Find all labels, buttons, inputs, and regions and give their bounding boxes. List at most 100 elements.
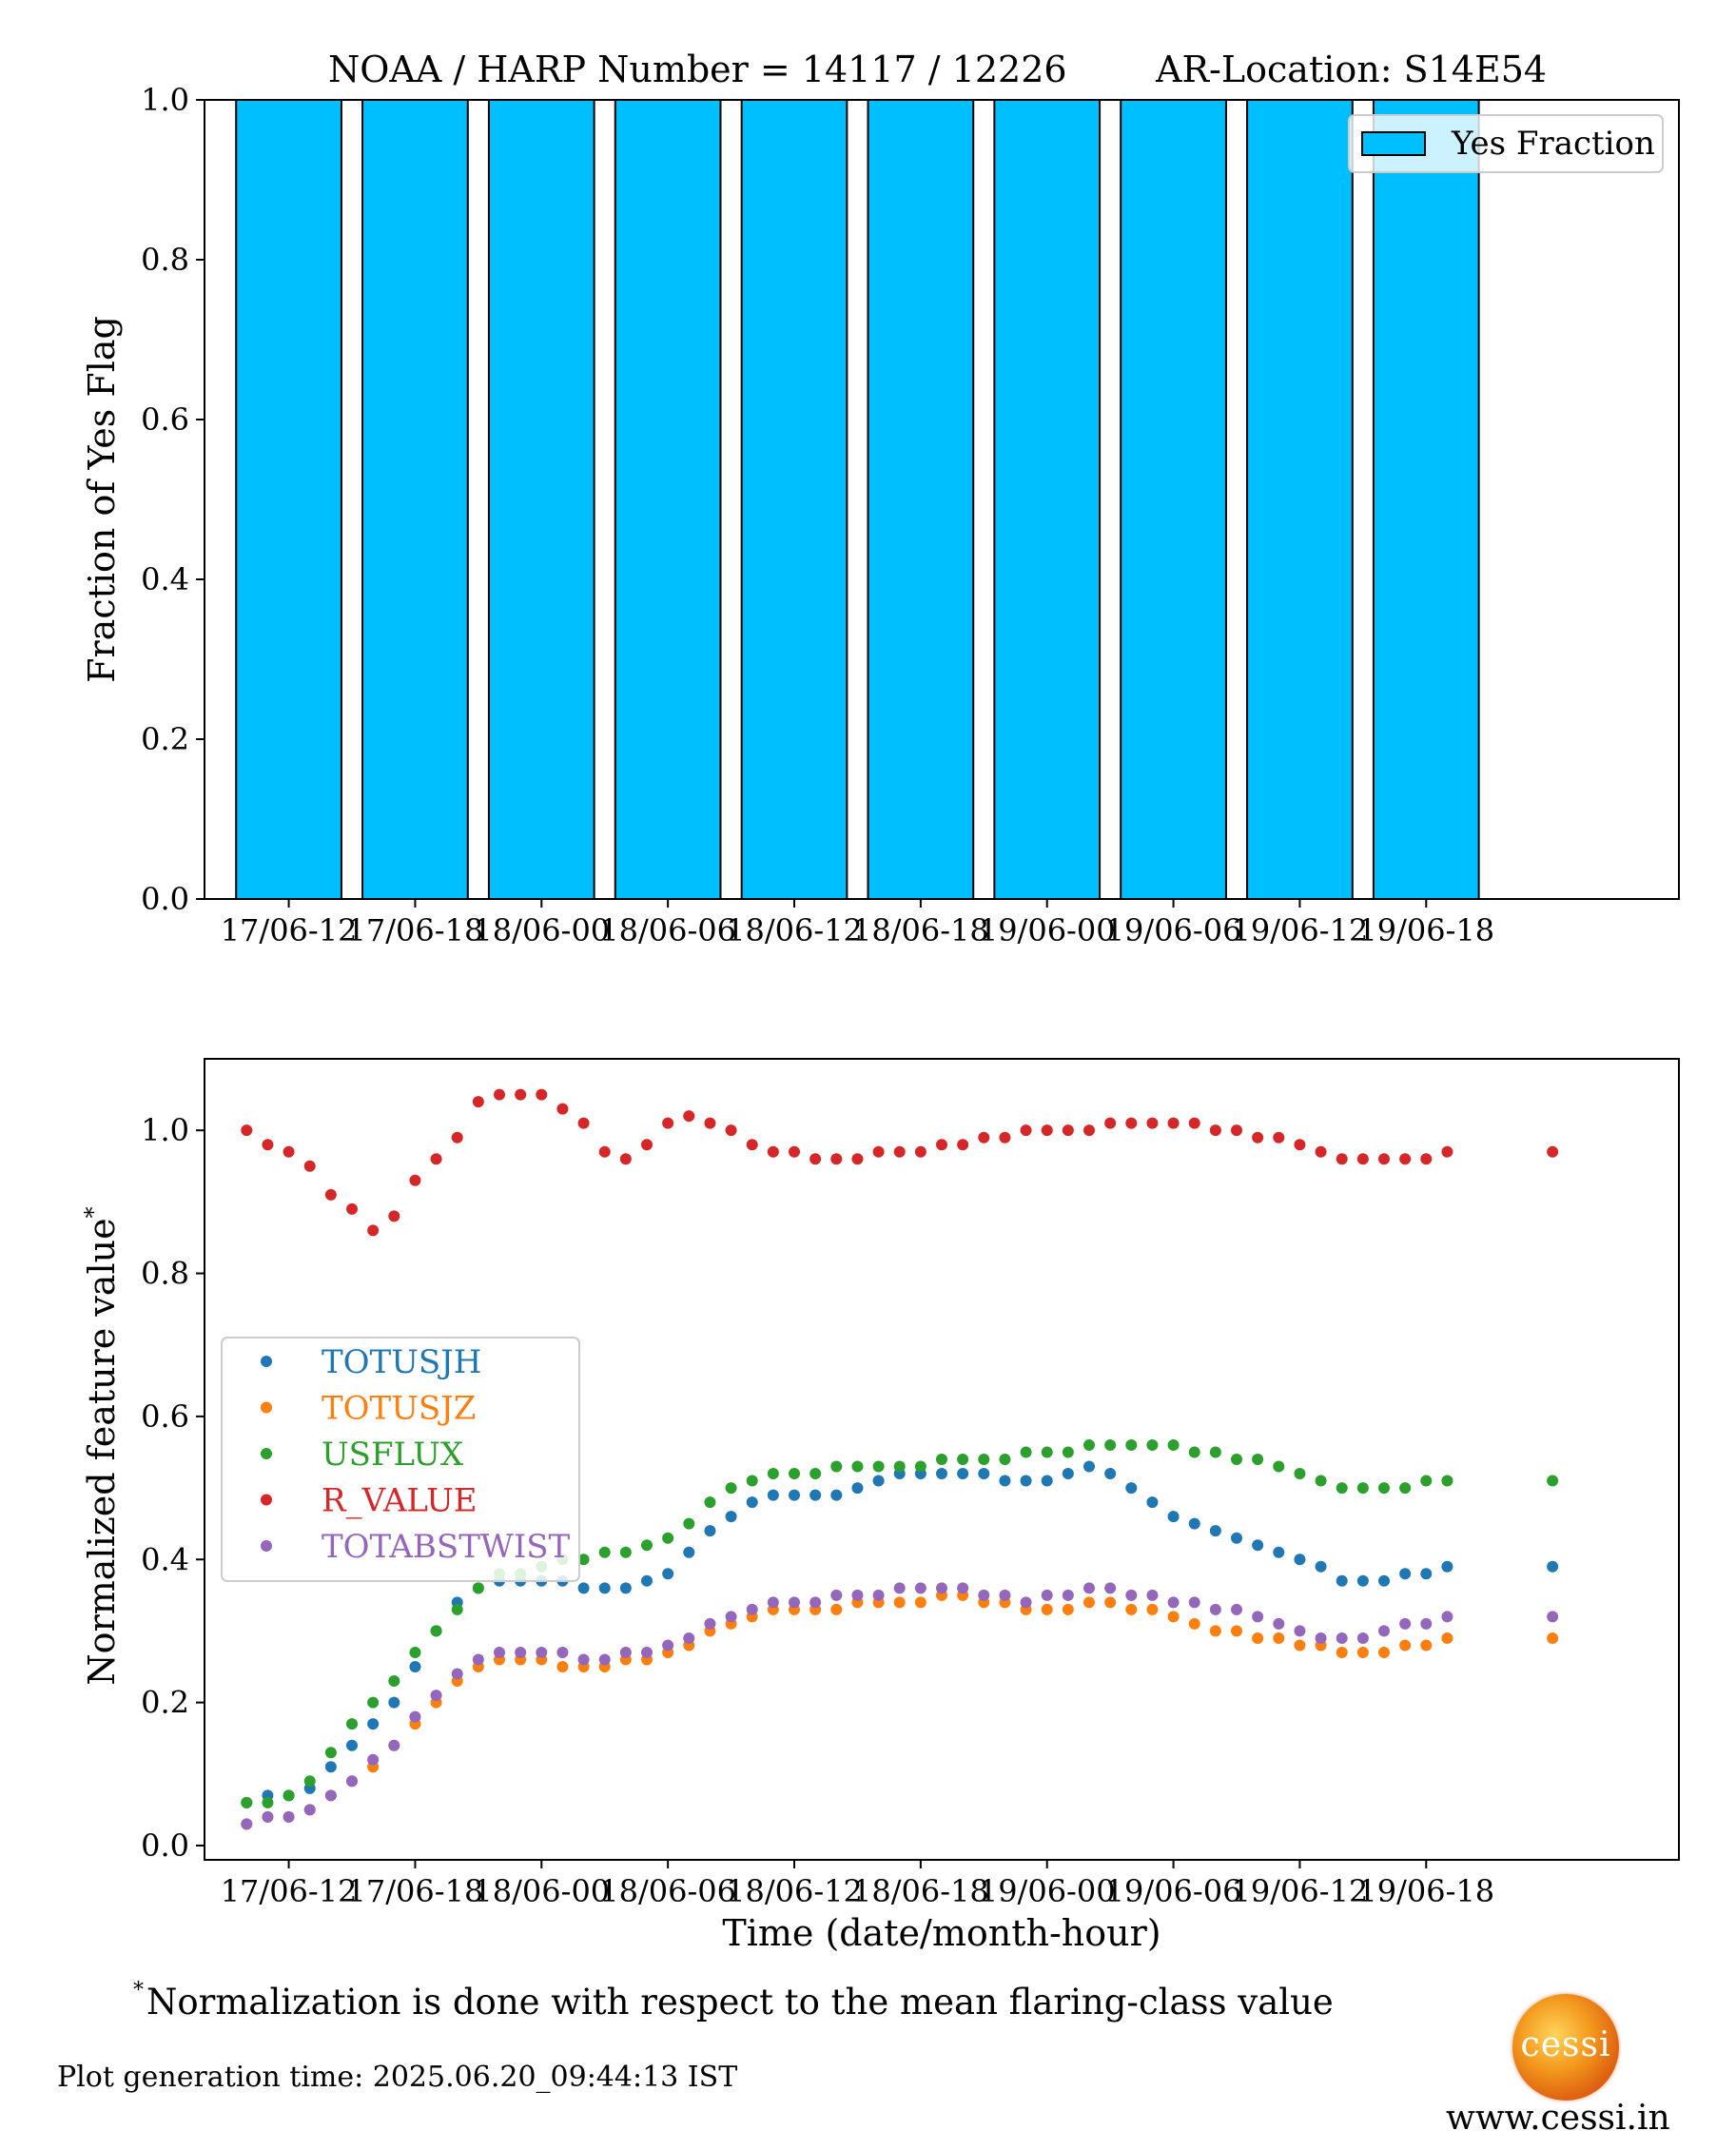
point-usflux: [1399, 1482, 1412, 1495]
point-totusjh: [704, 1525, 716, 1537]
point-totabstwist: [1547, 1611, 1559, 1623]
point-r_value: [851, 1153, 864, 1165]
point-r_value: [1209, 1124, 1221, 1137]
point-usflux: [1273, 1460, 1285, 1473]
point-totusjz: [1146, 1603, 1159, 1615]
point-usflux: [241, 1796, 253, 1808]
point-totabstwist: [1273, 1617, 1285, 1630]
point-totabstwist: [936, 1582, 947, 1594]
x-tick-label: 19/06-00: [979, 1873, 1116, 1909]
point-totusjh: [725, 1511, 737, 1523]
x-tick-label: 18/06-00: [473, 1873, 610, 1909]
point-usflux: [978, 1454, 990, 1465]
point-totabstwist: [283, 1810, 295, 1823]
point-usflux: [472, 1582, 484, 1594]
point-totusjh: [662, 1568, 674, 1580]
scatter-legend: TOTUSJH TOTUSJZ USFLUX R_VALUE TOTABSTWIST: [221, 1337, 580, 1582]
point-usflux: [324, 1747, 337, 1759]
point-totusjz: [1378, 1646, 1390, 1658]
point-usflux: [430, 1625, 442, 1637]
point-r_value: [556, 1103, 569, 1115]
point-totabstwist: [494, 1646, 505, 1658]
point-r_value: [683, 1110, 695, 1123]
point-r_value: [978, 1131, 990, 1143]
point-totusjz: [1294, 1639, 1306, 1652]
y-tick-label: 0.0: [141, 1828, 189, 1864]
point-r_value: [1336, 1153, 1348, 1165]
scatter-chart: 0.00.20.40.60.81.017/06-1217/06-1818/06-…: [80, 1058, 1680, 1954]
point-usflux: [851, 1460, 864, 1473]
point-usflux: [704, 1496, 716, 1509]
x-tick-label: 17/06-18: [347, 1873, 484, 1909]
x-tick-label: 19/06-18: [1357, 912, 1494, 948]
point-totusjh: [324, 1761, 337, 1773]
point-totabstwist: [367, 1753, 380, 1766]
website-link[interactable]: www.cessi.in: [1446, 2099, 1670, 2138]
point-totusjz: [1336, 1646, 1348, 1658]
point-r_value: [1399, 1153, 1412, 1165]
point-totusjh: [409, 1661, 421, 1673]
point-usflux: [367, 1696, 380, 1709]
point-r_value: [1231, 1124, 1242, 1137]
point-usflux: [1252, 1454, 1264, 1465]
point-usflux: [388, 1675, 400, 1688]
point-totusjh: [789, 1489, 800, 1501]
point-r_value: [1125, 1117, 1138, 1129]
point-usflux: [1083, 1438, 1095, 1451]
point-r_value: [1041, 1124, 1053, 1137]
point-usflux: [1104, 1438, 1117, 1451]
point-usflux: [1020, 1446, 1032, 1458]
point-totusjh: [1315, 1560, 1327, 1573]
y-tick-label: 0.2: [141, 721, 189, 757]
point-totabstwist: [1041, 1589, 1053, 1601]
point-totabstwist: [346, 1775, 358, 1788]
scatter-plot-frame: [204, 1058, 1680, 1861]
point-totusjh: [1441, 1560, 1453, 1573]
point-usflux: [262, 1796, 274, 1808]
point-totabstwist: [872, 1589, 885, 1601]
bar: [487, 99, 595, 900]
y-tick-label: 0.6: [141, 401, 189, 438]
point-totusjz: [1252, 1632, 1264, 1644]
point-totusjh: [809, 1489, 822, 1501]
plot-generation-time: Plot generation time: 2025.06.20_09:44:1…: [57, 2061, 738, 2094]
point-totusjh: [746, 1496, 758, 1509]
bar: [235, 99, 342, 900]
point-r_value: [893, 1145, 906, 1158]
bar: [740, 99, 848, 900]
point-usflux: [598, 1546, 611, 1558]
point-totabstwist: [978, 1589, 990, 1601]
point-totusjh: [598, 1582, 611, 1594]
point-totusjh: [1188, 1517, 1200, 1530]
point-totabstwist: [409, 1710, 421, 1723]
bar-series: [235, 99, 1480, 900]
point-totusjh: [978, 1468, 990, 1480]
point-totusjz: [1125, 1603, 1138, 1615]
y-tick-label: 0.4: [141, 561, 189, 597]
point-totabstwist: [536, 1646, 548, 1658]
point-totabstwist: [1167, 1596, 1180, 1609]
point-totabstwist: [1420, 1617, 1433, 1630]
point-totabstwist: [556, 1646, 569, 1658]
point-totabstwist: [1146, 1589, 1159, 1601]
point-usflux: [936, 1454, 947, 1465]
point-r_value: [472, 1096, 484, 1108]
point-totabstwist: [619, 1646, 632, 1658]
header-noaa-harp: NOAA / HARP Number = 14117 / 12226: [328, 49, 1067, 90]
point-r_value: [283, 1145, 295, 1158]
point-totusjh: [872, 1475, 885, 1487]
point-totabstwist: [1062, 1589, 1074, 1601]
y-tick-label: 0.4: [141, 1541, 189, 1577]
point-totabstwist: [662, 1639, 674, 1652]
point-usflux: [1167, 1438, 1180, 1451]
point-r_value: [662, 1117, 674, 1129]
bar: [1372, 99, 1480, 900]
point-usflux: [1125, 1438, 1138, 1451]
x-tick-label: 18/06-18: [852, 912, 989, 948]
point-r_value: [1062, 1124, 1074, 1137]
legend-marker-totabstwist: [261, 1540, 272, 1552]
point-r_value: [830, 1153, 843, 1165]
point-totusjh: [1167, 1511, 1180, 1523]
point-totabstwist: [1209, 1603, 1221, 1615]
point-usflux: [1315, 1475, 1327, 1487]
